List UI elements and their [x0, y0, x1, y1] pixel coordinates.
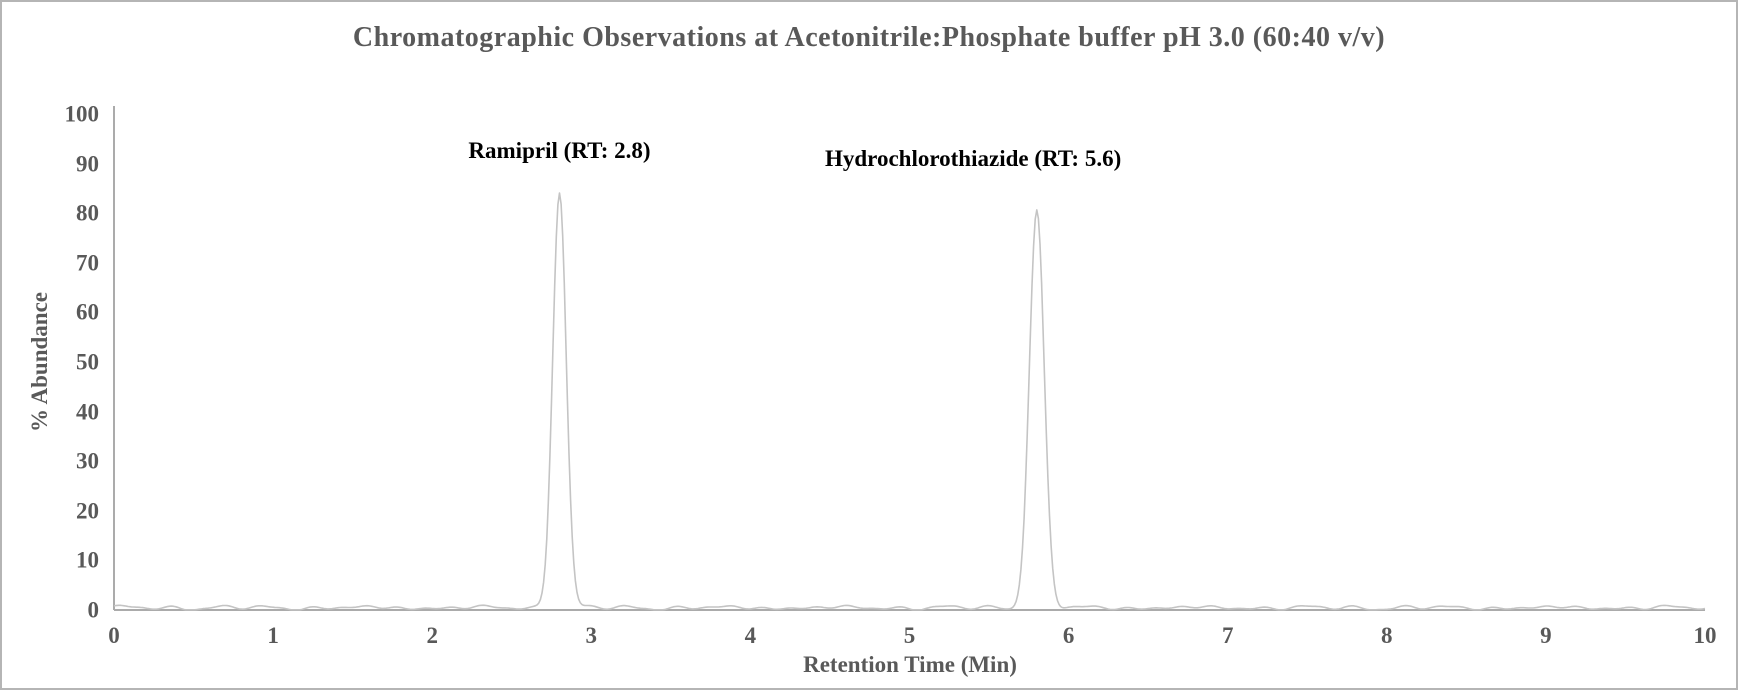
peak-annotation-hydrochlorothiazide: Hydrochlorothiazide (RT: 5.6): [824, 145, 1122, 171]
y-tick-label: 60: [76, 299, 99, 325]
y-tick-label: 10: [76, 547, 99, 573]
x-tick-label: 10: [1693, 623, 1717, 648]
y-tick-label: 30: [76, 448, 99, 474]
x-axis-title: Retention Time (Min): [803, 652, 1017, 677]
y-tick-label: 0: [87, 597, 100, 623]
y-tick-label: 70: [76, 250, 99, 276]
x-tick-label: 2: [426, 623, 438, 648]
peak-annotation-ramipril: Ramipril (RT: 2.8): [468, 138, 651, 164]
y-tick-label: 20: [76, 498, 99, 524]
x-tick-label: 0: [108, 623, 120, 648]
x-tick-label: 7: [1221, 623, 1234, 648]
y-tick-label: 50: [76, 349, 99, 375]
x-tick-label: 1: [267, 623, 279, 648]
chart-title: Chromatographic Observations at Acetonit…: [352, 22, 1386, 53]
y-tick-label: 100: [64, 101, 100, 127]
x-tick-label: 5: [903, 623, 916, 648]
x-tick-label: 8: [1381, 623, 1393, 648]
chromatogram-trace: [113, 192, 1706, 611]
x-tick-label: 6: [1062, 623, 1075, 648]
y-tick-label: 80: [76, 200, 99, 226]
y-axis-title: % Abundance: [27, 292, 52, 432]
x-tick-label: 3: [585, 623, 598, 648]
y-tick-label: 90: [76, 151, 99, 177]
x-tick-label: 9: [1540, 623, 1552, 648]
y-tick-label: 40: [76, 399, 99, 425]
x-tick-label: 4: [744, 623, 757, 648]
